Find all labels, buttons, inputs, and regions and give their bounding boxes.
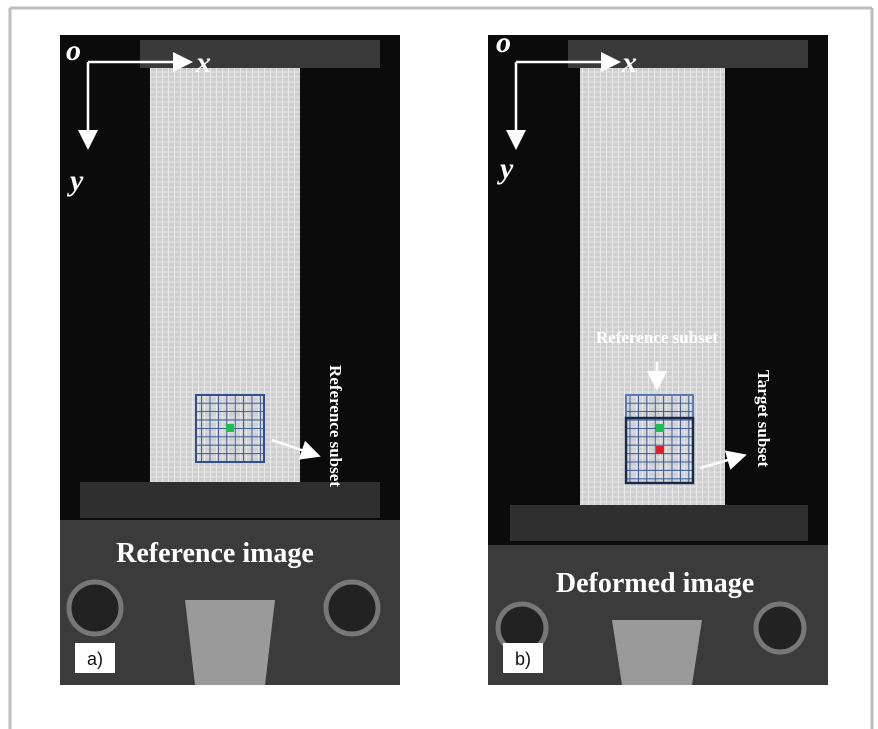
annotation: Target subset (754, 370, 773, 467)
panel-a: o x y Reference subset Reference image a… (60, 34, 400, 685)
caption: Deformed image (556, 568, 754, 599)
panel-label: a) (87, 649, 103, 669)
annotation: Reference subset (596, 328, 718, 347)
figure: o x y Reference subset Reference image a… (0, 0, 878, 729)
origin: o (496, 26, 511, 59)
y-axis: y (497, 152, 514, 185)
caption: Reference image (116, 538, 314, 569)
x-axis: x (621, 46, 637, 79)
panel-label: b) (515, 649, 531, 669)
origin: o (66, 34, 81, 67)
y-axis: y (67, 164, 84, 197)
x-axis: x (195, 46, 211, 79)
panel-b: o x y Reference subset Target subset Def… (488, 26, 828, 685)
annotation: Reference subset (326, 365, 345, 487)
